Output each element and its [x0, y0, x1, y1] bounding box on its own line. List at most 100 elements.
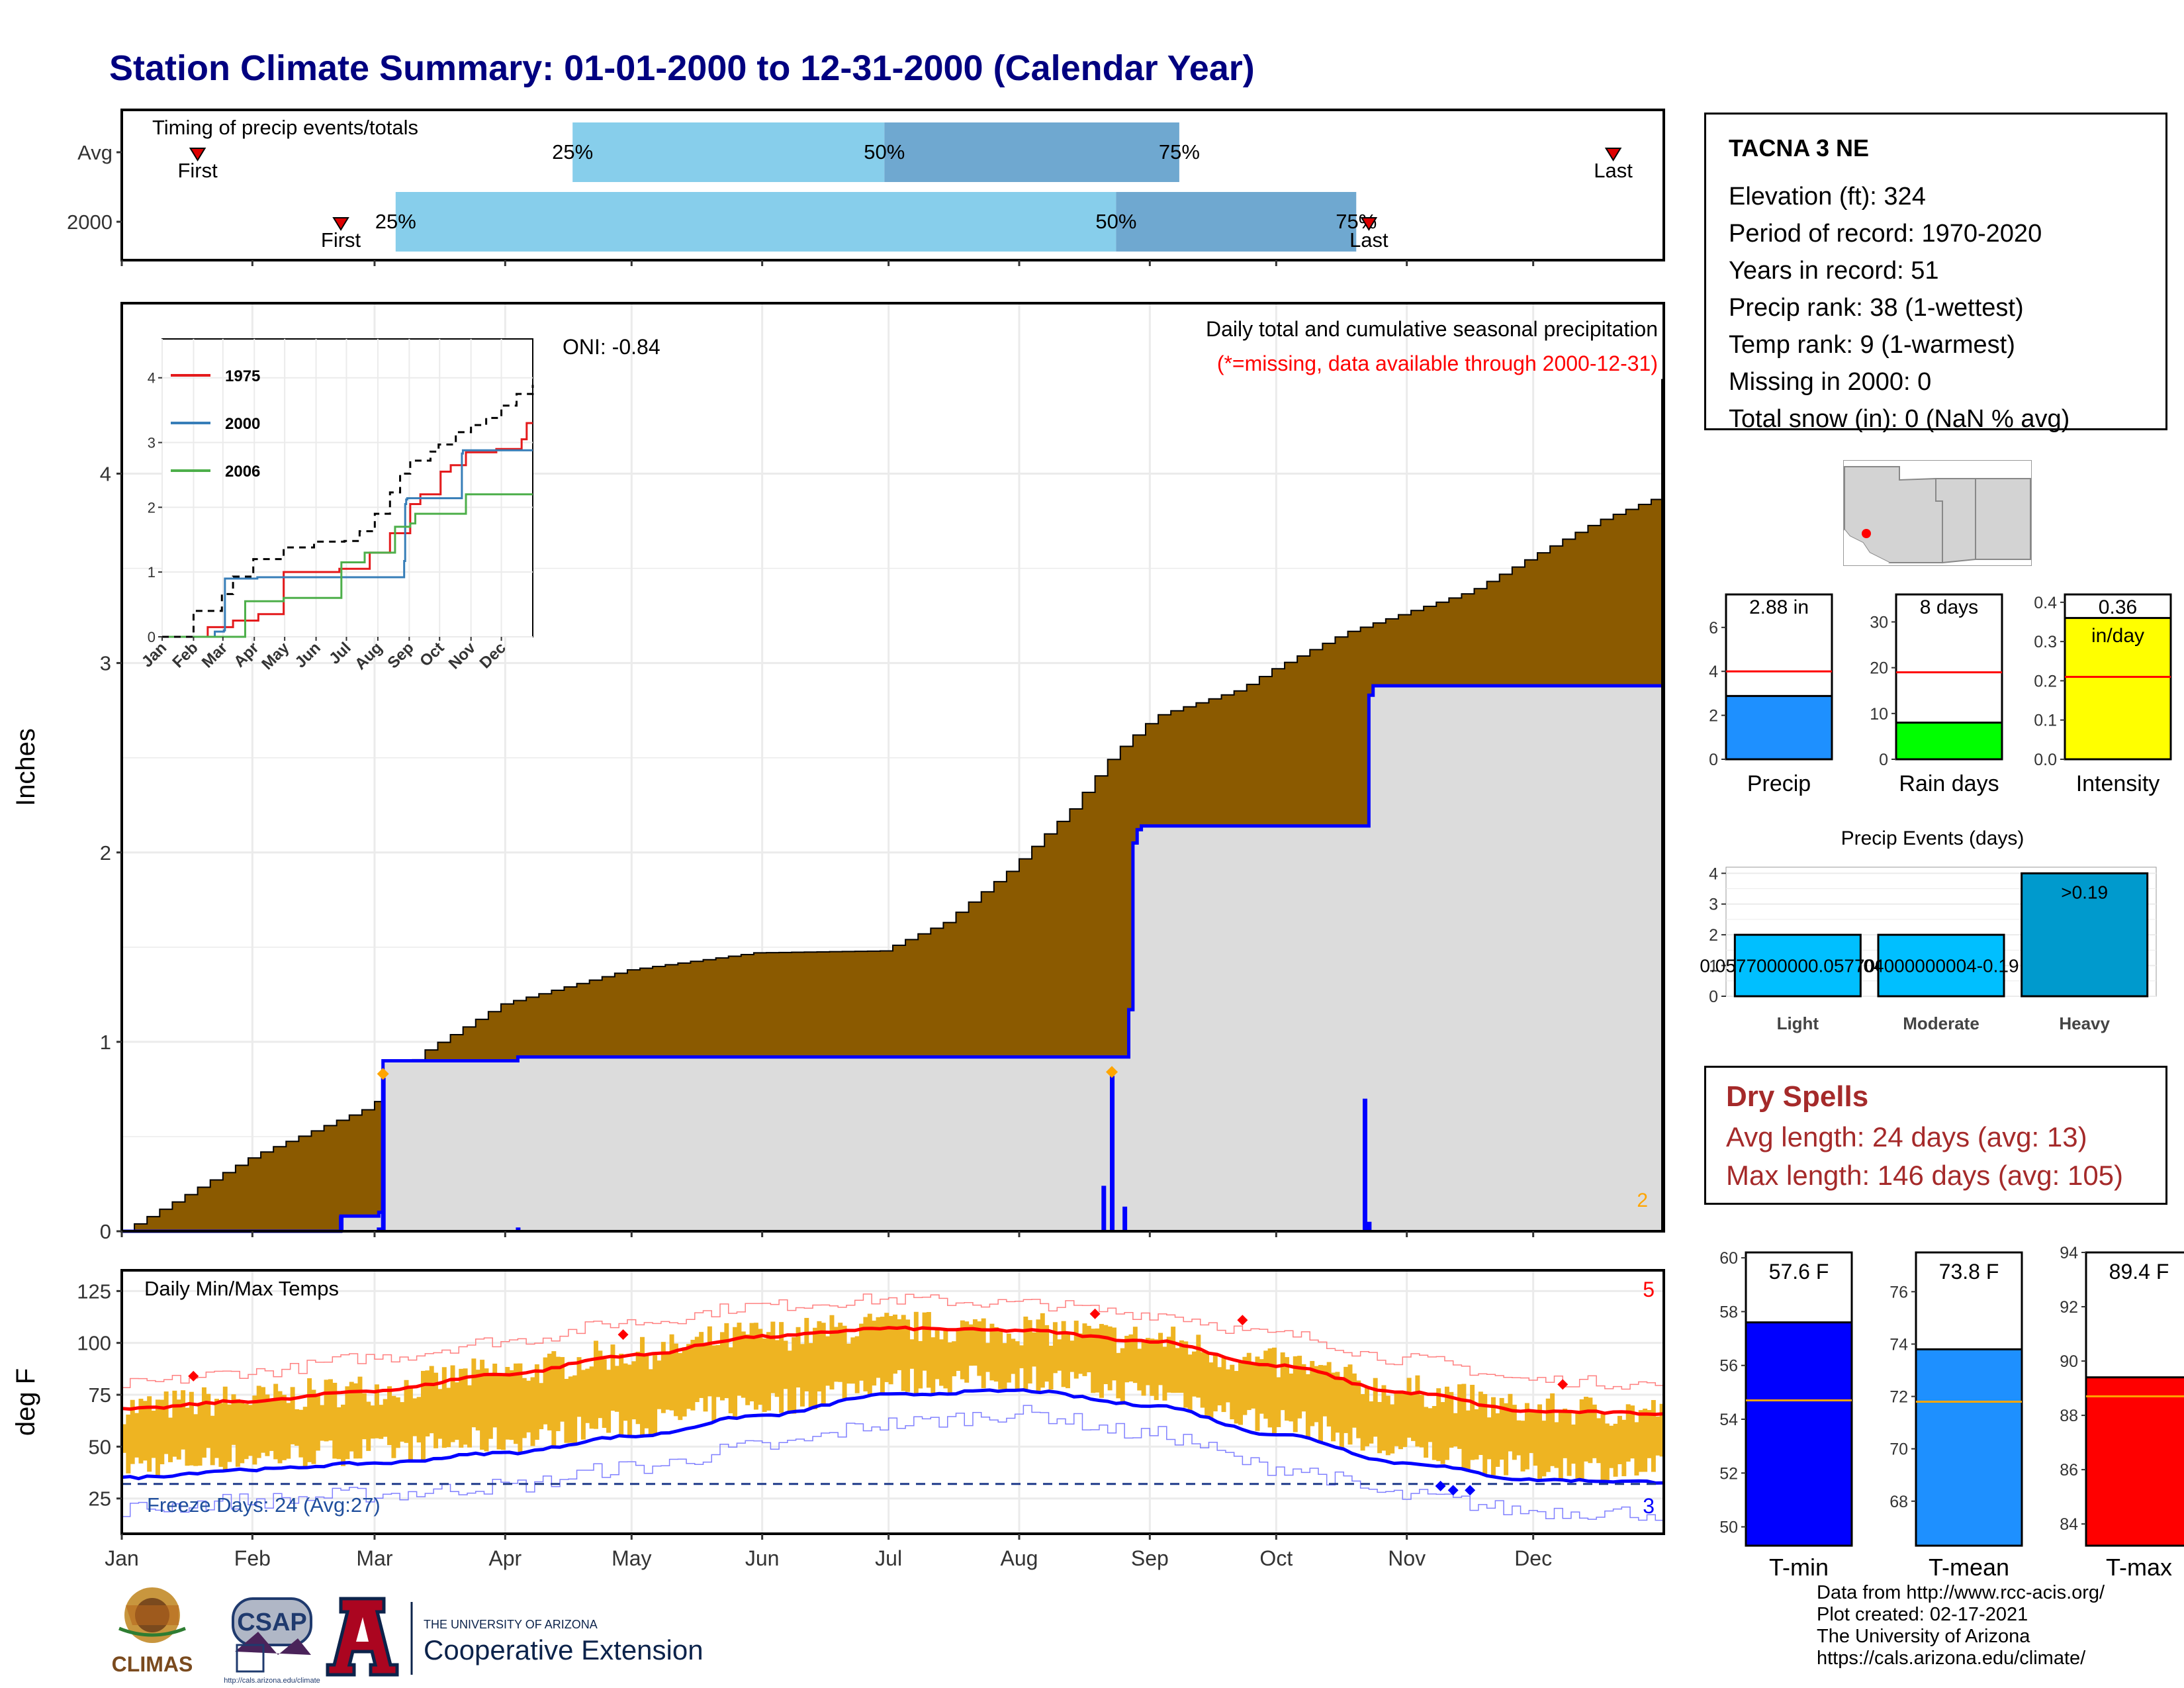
temp-bar-tick: 60 — [1719, 1249, 1738, 1268]
timing-bar-low — [395, 192, 1116, 252]
daily-temp-bar — [277, 1391, 283, 1464]
daily-temp-bar — [244, 1403, 249, 1460]
daily-temp-bar — [909, 1339, 915, 1369]
daily-temp-bar — [454, 1382, 459, 1440]
daily-temp-bar — [1002, 1343, 1007, 1391]
daily-temp-bar — [1512, 1405, 1517, 1460]
timing-bar-high — [884, 122, 1179, 182]
daily-temp-bar — [762, 1338, 767, 1412]
daily-temp-bar — [1394, 1393, 1399, 1446]
daily-temp-bar — [492, 1363, 498, 1428]
timing-marker — [189, 148, 206, 162]
daily-temp-bar — [1625, 1404, 1631, 1462]
daily-temp-bar — [1217, 1367, 1222, 1406]
daily-temp-bar — [349, 1382, 354, 1452]
daily-temp-bar — [787, 1350, 792, 1411]
daily-temp-bar — [1225, 1369, 1230, 1403]
daily-temp-bar — [345, 1386, 350, 1460]
daily-temp-bar — [1183, 1341, 1189, 1408]
daily-temp-bar — [619, 1354, 624, 1435]
daily-temp-bar — [361, 1393, 367, 1440]
oni-label: ONI: -0.84 — [563, 335, 660, 359]
daily-temp-bar — [1592, 1404, 1597, 1458]
credit-plot-created: Plot created: 02-17-2021 — [1817, 1604, 2028, 1625]
daily-temp-bar — [610, 1344, 615, 1411]
daily-temp-bar — [1132, 1327, 1138, 1383]
daily-temp-bar — [1310, 1360, 1315, 1427]
daily-temp-bar — [1116, 1352, 1121, 1399]
daily-temp-bar — [1086, 1325, 1091, 1373]
temps-y-tick: 125 — [77, 1280, 111, 1303]
daily-temp-bar — [1293, 1356, 1298, 1432]
daily-temp-bar — [509, 1370, 514, 1440]
month-label: Sep — [1131, 1546, 1169, 1570]
daily-temp-bar — [589, 1366, 594, 1429]
daily-precip-bar — [1363, 1098, 1368, 1231]
daily-temp-bar — [711, 1345, 717, 1422]
month-label: Jul — [875, 1546, 902, 1570]
temps-y-tick: 100 — [77, 1332, 111, 1355]
daily-temp-bar — [1230, 1364, 1235, 1420]
daily-temp-bar — [640, 1336, 645, 1436]
cumulative-2000-area — [122, 685, 1664, 1231]
timing-pct-label: 75% — [1159, 140, 1200, 164]
daily-temp-bar — [463, 1368, 468, 1445]
mini-bar-tick: 20 — [1870, 659, 1888, 678]
daily-temp-bar — [134, 1413, 140, 1458]
daily-temp-bar — [1600, 1412, 1606, 1483]
credits: Data from http://www.rcc-acis.org/ Plot … — [1817, 1582, 2105, 1669]
daily-temp-bar — [1162, 1346, 1167, 1401]
daily-temp-bar — [1499, 1397, 1504, 1460]
temp-bar-tick: 94 — [2060, 1244, 2078, 1262]
timing-row-label: Avg — [77, 141, 113, 164]
events-y-tick: 4 — [1709, 865, 1718, 883]
daily-temp-bar — [555, 1356, 561, 1431]
daily-temp-bar — [420, 1370, 426, 1461]
daily-temp-bar — [913, 1311, 919, 1395]
temp-bar-tick: 56 — [1719, 1357, 1738, 1376]
daily-temp-bar — [1212, 1353, 1218, 1412]
daily-temp-bar — [956, 1329, 961, 1371]
mini-bar-tick: 6 — [1709, 619, 1718, 637]
cumulative-2000-line — [122, 684, 1664, 1233]
daily-temp-bar — [1191, 1351, 1197, 1397]
inset-chart — [161, 338, 533, 637]
daily-temp-bar — [1238, 1361, 1243, 1425]
daily-temp-bar — [324, 1380, 329, 1442]
daily-temp-bar — [859, 1323, 864, 1381]
temp-bar-value: 89.4 F — [2109, 1260, 2169, 1284]
daily-temp-bar — [1322, 1365, 1328, 1417]
daily-temp-bar — [719, 1332, 725, 1401]
dry-spells-avg: Avg length: 24 days (avg: 13) — [1726, 1121, 2087, 1152]
map-region-arizona — [1935, 478, 1976, 564]
daily-temp-bar — [1621, 1419, 1627, 1477]
daily-temp-bar — [496, 1373, 502, 1450]
map-region-newmexico — [1975, 478, 2031, 560]
temp-bar-label: T-max — [2106, 1554, 2172, 1581]
daily-temp-bar — [514, 1363, 519, 1444]
daily-precip-bar — [1110, 1076, 1115, 1231]
daily-temp-bar — [1103, 1325, 1109, 1384]
mini-bar-value: 0.36 — [2099, 596, 2137, 618]
daily-temp-bar — [753, 1323, 758, 1410]
daily-temp-bar — [1465, 1410, 1471, 1472]
daily-temp-bar — [1609, 1425, 1614, 1468]
inset-y-tick: 1 — [148, 564, 156, 581]
mini-bar-unit: in/day — [2091, 625, 2144, 647]
daily-temp-bar — [758, 1329, 763, 1405]
temp-bar-tick: 76 — [1889, 1283, 1908, 1301]
record-low-marker — [1435, 1480, 1446, 1491]
temps-y-label: deg F — [11, 1368, 40, 1436]
daily-temp-bar — [214, 1399, 220, 1458]
precip-y-label: Inches — [11, 728, 40, 806]
daily-temp-bar — [126, 1414, 131, 1474]
temp-bar-tick: 54 — [1719, 1411, 1738, 1429]
daily-temp-bar — [142, 1401, 148, 1461]
precip-y-tick: 0 — [100, 1220, 111, 1243]
events-category: Moderate — [1903, 1013, 1979, 1033]
daily-temp-bar — [1128, 1334, 1134, 1382]
daily-temp-bar — [1285, 1357, 1290, 1421]
inset-y-tick: 4 — [148, 370, 156, 387]
daily-temp-bar — [1242, 1356, 1248, 1415]
precip-y-tick: 2 — [100, 841, 111, 865]
